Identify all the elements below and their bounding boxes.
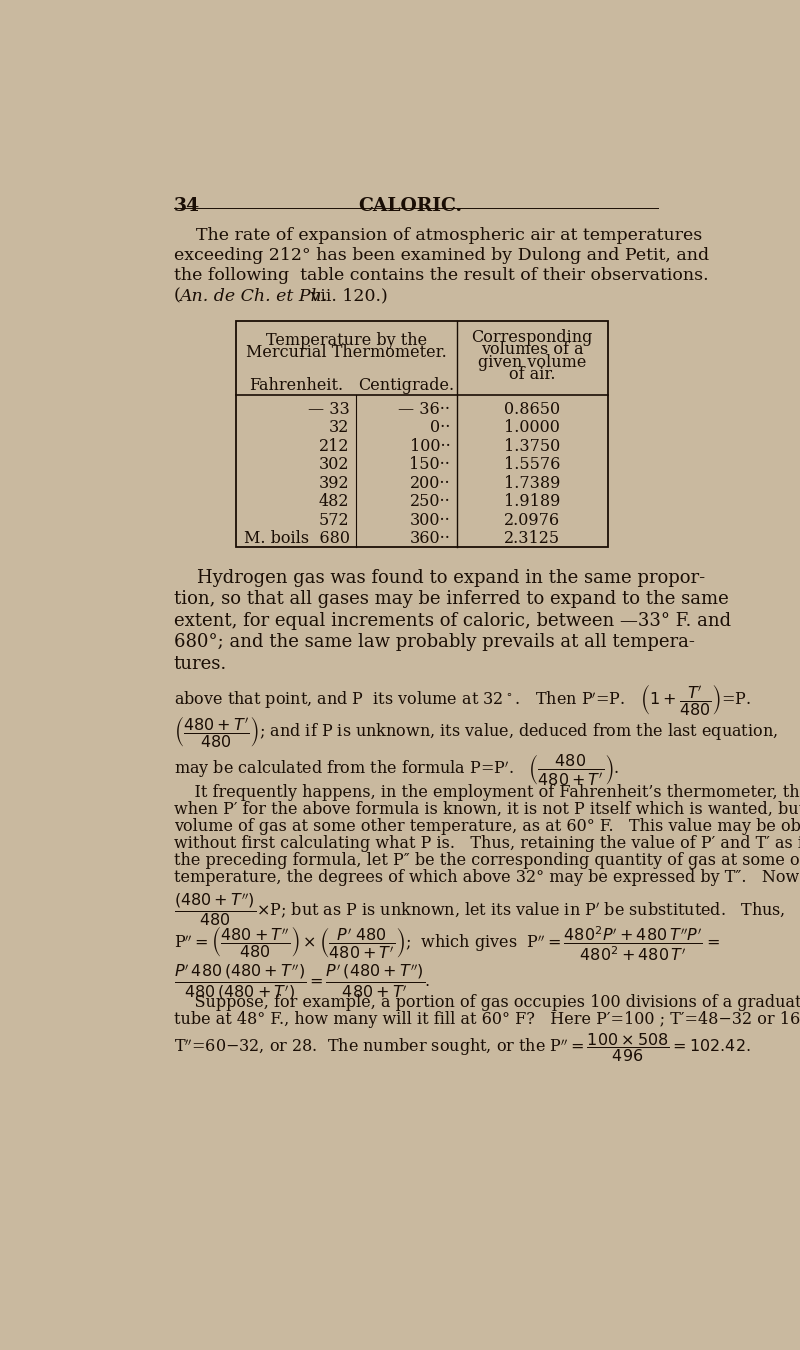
Text: An. de Ch. et Ph.: An. de Ch. et Ph. — [180, 288, 328, 305]
Text: of air.: of air. — [509, 366, 555, 383]
Text: 680°; and the same law probably prevails at all tempera-: 680°; and the same law probably prevails… — [174, 633, 694, 651]
Text: without first calculating what P is.   Thus, retaining the value of P′ and T′ as: without first calculating what P is. Thu… — [174, 836, 800, 852]
Text: when P′ for the above formula is known, it is not P itself which is wanted, but : when P′ for the above formula is known, … — [174, 801, 800, 818]
Text: extent, for equal increments of caloric, between —33° F. and: extent, for equal increments of caloric,… — [174, 612, 730, 629]
Text: 1.7389: 1.7389 — [504, 475, 560, 491]
Text: Temperature by the: Temperature by the — [266, 332, 426, 350]
Text: tures.: tures. — [174, 655, 227, 672]
Text: (: ( — [174, 288, 180, 305]
Text: volumes of a: volumes of a — [481, 342, 583, 358]
Text: 150··: 150·· — [410, 456, 450, 472]
Text: vii. 120.): vii. 120.) — [306, 288, 388, 305]
Text: $\left(\dfrac{480+T'}{480}\right)$; and if P is unknown, its value, deduced from: $\left(\dfrac{480+T'}{480}\right)$; and … — [174, 716, 778, 749]
Bar — [236, 321, 608, 547]
Text: tube at 48° F., how many will it fill at 60° F?   Here P′=100 ; T′=48−32 or 16 ;: tube at 48° F., how many will it fill at… — [174, 1011, 800, 1027]
Text: Mercurial Thermometer.: Mercurial Thermometer. — [246, 344, 446, 362]
Text: 200··: 200·· — [410, 475, 450, 491]
Text: The rate of expansion of atmospheric air at temperatures: The rate of expansion of atmospheric air… — [174, 227, 702, 244]
Text: Suppose, for example, a portion of gas occupies 100 divisions of a graduated: Suppose, for example, a portion of gas o… — [174, 994, 800, 1011]
Text: 302: 302 — [319, 456, 350, 472]
Text: 1.9189: 1.9189 — [504, 493, 560, 510]
Text: M. boils  680: M. boils 680 — [243, 531, 350, 547]
Text: the preceding formula, let P″ be the corresponding quantity of gas at some other: the preceding formula, let P″ be the cor… — [174, 852, 800, 869]
Text: above that point, and P  its volume at 32$^\circ$.   Then P$'$=P.   $\left(1+\df: above that point, and P its volume at 32… — [174, 683, 750, 717]
Text: 1.3750: 1.3750 — [504, 437, 560, 455]
Text: 34: 34 — [174, 197, 200, 215]
Text: 392: 392 — [319, 475, 350, 491]
Text: Corresponding: Corresponding — [471, 329, 593, 346]
Text: — 36··: — 36·· — [398, 401, 450, 417]
Text: $\dfrac{P'\,480\,(480+T'')}{480\,(480+T')} = \dfrac{P'\,(480+T'')}{480+T'}.$: $\dfrac{P'\,480\,(480+T'')}{480\,(480+T'… — [174, 961, 430, 1002]
Text: exceeding 212° has been examined by Dulong and Petit, and: exceeding 212° has been examined by Dulo… — [174, 247, 709, 265]
Text: the following  table contains the result of their observations.: the following table contains the result … — [174, 267, 708, 285]
Text: Centigrade.: Centigrade. — [358, 377, 454, 394]
Text: 1.0000: 1.0000 — [504, 420, 560, 436]
Text: Hydrogen gas was found to expand in the same propor-: Hydrogen gas was found to expand in the … — [174, 568, 705, 586]
Text: given volume: given volume — [478, 354, 586, 371]
Text: 212: 212 — [319, 437, 350, 455]
Text: 0.8650: 0.8650 — [504, 401, 560, 417]
Text: tion, so that all gases may be inferred to expand to the same: tion, so that all gases may be inferred … — [174, 590, 728, 608]
Text: may be calculated from the formula P=P$'$.   $\left(\dfrac{480}{480+T'}\right)$.: may be calculated from the formula P=P$'… — [174, 752, 619, 787]
Text: 360··: 360·· — [410, 531, 450, 547]
Text: Fahrenheit.: Fahrenheit. — [249, 377, 342, 394]
Text: 1.5576: 1.5576 — [504, 456, 560, 472]
Text: It frequently happens, in the employment of Fahrenheit’s thermometer, that: It frequently happens, in the employment… — [174, 784, 800, 801]
Text: 572: 572 — [319, 512, 350, 529]
Text: 2.0976: 2.0976 — [504, 512, 560, 529]
Text: temperature, the degrees of which above 32° may be expressed by T″.   Now P″=: temperature, the degrees of which above … — [174, 869, 800, 886]
Text: 300··: 300·· — [410, 512, 450, 529]
Text: $\dfrac{(480+T'')}{480}$$\times$P; but as P is unknown, let its value in P$'$ be: $\dfrac{(480+T'')}{480}$$\times$P; but a… — [174, 891, 785, 927]
Text: 482: 482 — [319, 493, 350, 510]
Text: 0··: 0·· — [430, 420, 450, 436]
Text: P$''=\left(\dfrac{480+T''}{480}\right)\times\left(\dfrac{P'\;480}{480+T'}\right): P$''=\left(\dfrac{480+T''}{480}\right)\t… — [174, 925, 719, 963]
Text: — 33: — 33 — [308, 401, 350, 417]
Text: 250··: 250·· — [410, 493, 450, 510]
Text: volume of gas at some other temperature, as at 60° F.   This value may be obtain: volume of gas at some other temperature,… — [174, 818, 800, 836]
Text: T$''$=60$-$32, or 28.  The number sought, or the P$''=\dfrac{100\times 508}{496}: T$''$=60$-$32, or 28. The number sought,… — [174, 1030, 750, 1064]
Text: CALORIC.: CALORIC. — [358, 197, 462, 215]
Text: 32: 32 — [329, 420, 350, 436]
Text: 2.3125: 2.3125 — [504, 531, 560, 547]
Text: 100··: 100·· — [410, 437, 450, 455]
